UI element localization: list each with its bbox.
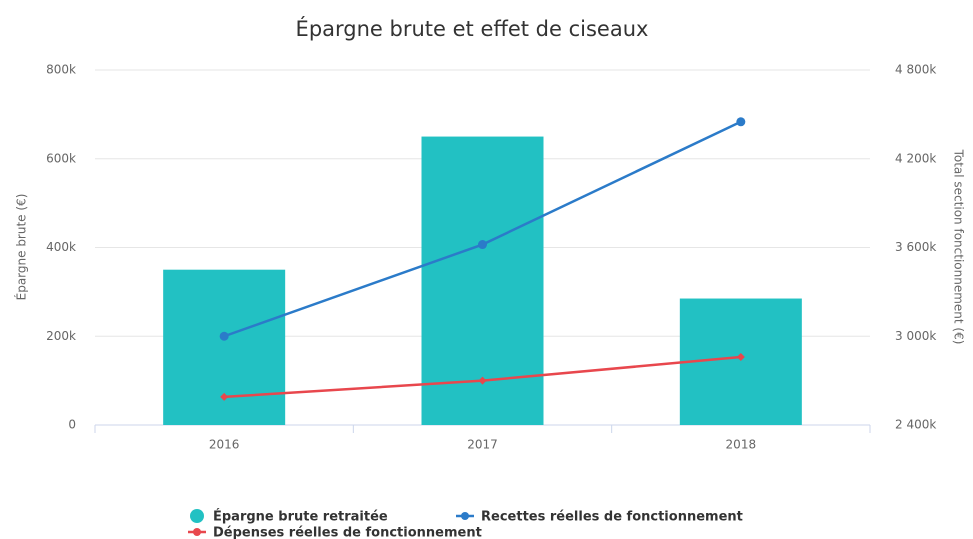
x-tick-label: 2018 — [726, 438, 757, 452]
point — [736, 117, 746, 127]
y2-tick-label: 2 400k — [895, 418, 936, 432]
legend-label: Recettes réelles de fonctionnement — [481, 510, 743, 525]
y-tick-label: 600k — [46, 151, 76, 165]
legend-symbol — [461, 512, 469, 520]
x-tick-label: 2016 — [209, 438, 240, 452]
bar — [163, 269, 286, 425]
point — [478, 376, 487, 385]
legend-label: Dépenses réelles de fonctionnement — [213, 526, 482, 539]
y2-tick-label: 4 800k — [895, 63, 936, 77]
y-tick-label: 0 — [68, 418, 76, 432]
chart-title: Épargne brute et effet de ciseaux — [296, 16, 649, 41]
legend-symbol — [190, 509, 204, 523]
y2-axis-title: Total section fonctionnement (€) — [952, 149, 966, 345]
y-axis-title: Épargne brute (€) — [14, 194, 29, 301]
y2-tick-label: 3 600k — [895, 240, 936, 254]
y2-tick-label: 4 200k — [895, 151, 936, 165]
point — [736, 352, 745, 361]
point — [478, 240, 487, 250]
point — [220, 392, 229, 401]
y-tick-label: 800k — [46, 63, 76, 77]
legend-symbol — [193, 528, 201, 536]
x-tick-label: 2017 — [467, 438, 498, 452]
point — [219, 331, 229, 341]
y2-tick-label: 3 000k — [895, 329, 936, 343]
y-tick-label: 400k — [46, 240, 76, 254]
legend-label: Épargne brute retraitée — [213, 509, 388, 525]
y-tick-label: 200k — [46, 329, 76, 343]
